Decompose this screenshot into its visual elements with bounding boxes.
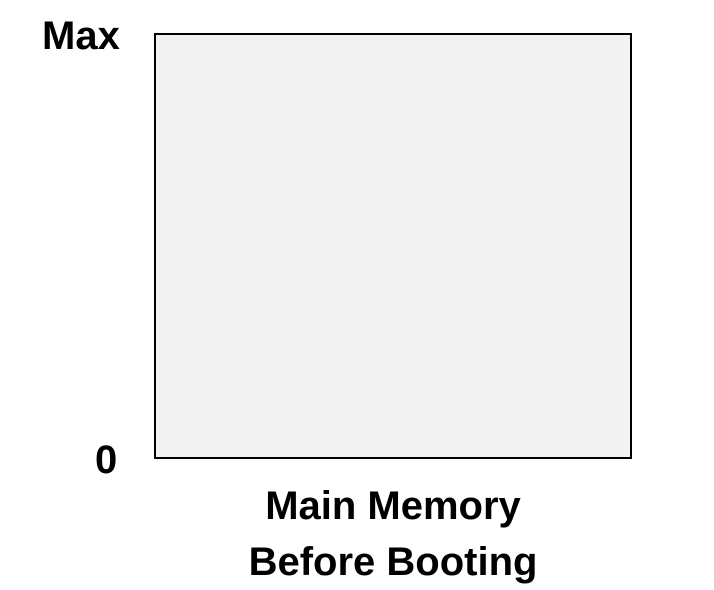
main-memory-block	[154, 33, 632, 459]
caption-line-1: Main Memory	[265, 484, 521, 528]
caption-line-2: Before Booting	[248, 540, 538, 584]
address-zero-label: 0	[95, 438, 118, 482]
diagram-caption: Main Memory Before Booting	[154, 478, 632, 590]
address-max-label: Max	[42, 14, 120, 58]
